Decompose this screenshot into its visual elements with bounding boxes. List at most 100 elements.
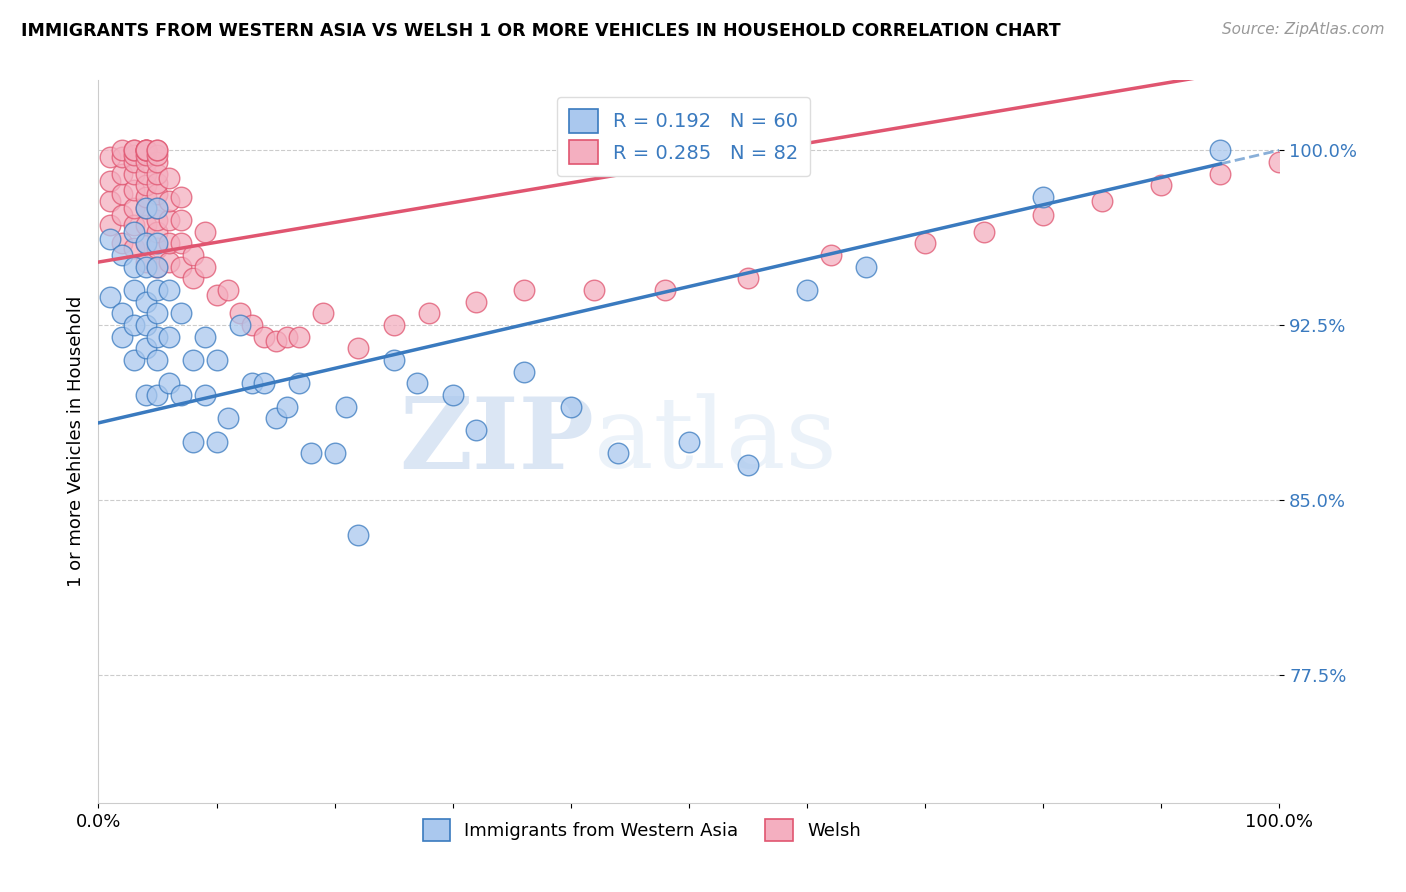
Point: [122, 318, 145, 332]
Point: [288, 376, 311, 391]
Point: [194, 388, 217, 402]
Point: [1150, 178, 1173, 193]
Point: [205, 287, 228, 301]
Point: [111, 209, 134, 223]
Point: [146, 306, 169, 320]
Point: [157, 283, 180, 297]
Point: [335, 400, 357, 414]
Point: [122, 225, 145, 239]
Point: [98, 290, 121, 304]
Point: [111, 236, 134, 251]
Point: [122, 353, 145, 368]
Point: [347, 528, 370, 542]
Point: [135, 143, 157, 157]
Point: [205, 353, 228, 368]
Legend: Immigrants from Western Asia, Welsh: Immigrants from Western Asia, Welsh: [415, 812, 868, 848]
Point: [194, 260, 217, 274]
Point: [146, 225, 169, 239]
Point: [122, 183, 145, 197]
Point: [229, 318, 252, 332]
Point: [264, 411, 287, 425]
Point: [299, 446, 322, 460]
Point: [135, 167, 157, 181]
Point: [170, 388, 193, 402]
Point: [111, 150, 134, 164]
Point: [512, 283, 534, 297]
Point: [146, 176, 169, 190]
Point: [111, 187, 134, 202]
Point: [146, 241, 169, 255]
Point: [181, 353, 204, 368]
Point: [122, 218, 145, 232]
Point: [157, 194, 180, 209]
Point: [181, 271, 204, 285]
Point: [157, 329, 180, 343]
Point: [276, 400, 298, 414]
Point: [122, 154, 145, 169]
Point: [122, 143, 145, 157]
Point: [170, 306, 193, 320]
Point: [122, 202, 145, 216]
Point: [217, 411, 239, 425]
Point: [194, 225, 217, 239]
Point: [146, 353, 169, 368]
Point: [146, 167, 169, 181]
Point: [914, 236, 936, 251]
Point: [1091, 194, 1114, 209]
Point: [122, 167, 145, 181]
Point: [583, 283, 606, 297]
Point: [1032, 209, 1054, 223]
Point: [323, 446, 346, 460]
Point: [135, 154, 157, 169]
Point: [146, 283, 169, 297]
Point: [276, 329, 298, 343]
Point: [135, 236, 157, 251]
Point: [157, 376, 180, 391]
Point: [146, 154, 169, 169]
Point: [737, 271, 759, 285]
Text: Source: ZipAtlas.com: Source: ZipAtlas.com: [1222, 22, 1385, 37]
Point: [312, 306, 335, 320]
Point: [170, 260, 193, 274]
Point: [122, 241, 145, 255]
Point: [170, 236, 193, 251]
Text: atlas: atlas: [595, 393, 837, 490]
Point: [135, 202, 157, 216]
Point: [146, 187, 169, 202]
Point: [146, 213, 169, 227]
Text: IMMIGRANTS FROM WESTERN ASIA VS WELSH 1 OR MORE VEHICLES IN HOUSEHOLD CORRELATIO: IMMIGRANTS FROM WESTERN ASIA VS WELSH 1 …: [21, 22, 1060, 40]
Point: [217, 283, 239, 297]
Point: [135, 236, 157, 251]
Point: [135, 255, 157, 269]
Point: [98, 218, 121, 232]
Point: [111, 329, 134, 343]
Point: [465, 294, 488, 309]
Point: [441, 388, 464, 402]
Point: [146, 260, 169, 274]
Point: [240, 376, 263, 391]
Point: [973, 225, 995, 239]
Point: [157, 255, 180, 269]
Point: [240, 318, 263, 332]
Text: ZIP: ZIP: [399, 393, 595, 490]
Point: [512, 365, 534, 379]
Point: [122, 283, 145, 297]
Point: [170, 213, 193, 227]
Point: [146, 143, 169, 157]
Point: [607, 446, 630, 460]
Point: [1209, 143, 1232, 157]
Point: [135, 388, 157, 402]
Point: [678, 434, 700, 449]
Point: [111, 143, 134, 157]
Point: [146, 329, 169, 343]
Point: [654, 283, 676, 297]
Point: [170, 190, 193, 204]
Point: [146, 202, 169, 216]
Point: [253, 376, 276, 391]
Point: [111, 248, 134, 262]
Point: [135, 202, 157, 216]
Point: [135, 143, 157, 157]
Point: [1032, 190, 1054, 204]
Point: [194, 329, 217, 343]
Point: [111, 306, 134, 320]
